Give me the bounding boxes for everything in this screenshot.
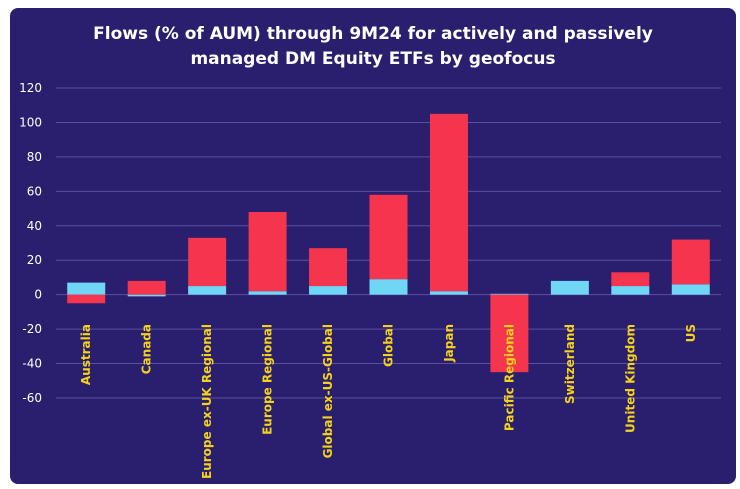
- y-tick-label: 40: [27, 219, 42, 233]
- y-tick-label: -40: [22, 357, 42, 371]
- bar-chart: 120 100 80 60 40 20 0 -20 -40 -60 Australia Canada E…: [19, 81, 721, 479]
- category-label: Europe ex-UK Regional: [200, 324, 214, 479]
- bar-passive: [611, 286, 650, 295]
- bar-active: [309, 248, 348, 287]
- bar-passive: [429, 291, 468, 295]
- chart-title-line-1: Flows (% of AUM) through 9M24 for active…: [93, 24, 653, 44]
- bar-passive: [369, 279, 408, 295]
- bar-active: [127, 280, 166, 295]
- category-label: Global ex-US-Global: [321, 324, 335, 458]
- chart-title-line-2: managed DM Equity ETFs by geofocus: [190, 49, 556, 69]
- category-label: Switzerland: [563, 324, 577, 404]
- bar-active: [490, 294, 529, 373]
- bar-active: [611, 272, 650, 287]
- y-tick-label: 100: [19, 115, 42, 129]
- bar-passive: [309, 286, 348, 295]
- bar-passive: [188, 286, 227, 295]
- y-tick-label: -20: [22, 322, 42, 336]
- y-tick-label: 60: [27, 184, 42, 198]
- y-tick-label: 0: [34, 288, 42, 302]
- bar-active: [369, 194, 408, 280]
- y-tick-label: -60: [22, 391, 42, 405]
- bar-active: [429, 113, 468, 292]
- bar-passive: [671, 284, 710, 295]
- bar-passive: [248, 291, 287, 295]
- y-tick-label: 120: [19, 81, 42, 95]
- bar-active: [248, 212, 287, 292]
- y-tick-label: 80: [27, 150, 42, 164]
- category-label: US: [684, 324, 698, 342]
- chart-title: Flows (% of AUM) through 9M24 for active…: [10, 22, 736, 72]
- category-label: Canada: [140, 324, 154, 374]
- bar-active: [671, 239, 710, 285]
- bar-active: [188, 237, 227, 287]
- category-label: United Kingdom: [623, 324, 637, 433]
- category-label: Pacific Regional: [502, 324, 516, 431]
- chart-card: Flows (% of AUM) through 9M24 for active…: [10, 8, 736, 484]
- category-label: Australia: [79, 324, 93, 385]
- category-label: Europe Regional: [261, 324, 275, 435]
- y-tick-label: 20: [27, 253, 42, 267]
- bar-passive: [550, 280, 589, 295]
- bar-passive: [127, 294, 166, 297]
- bar-active: [67, 294, 106, 304]
- category-label: Japan: [442, 324, 456, 363]
- bar-passive: [67, 282, 106, 295]
- bar-passive: [490, 293, 529, 295]
- category-label: Global: [382, 324, 396, 367]
